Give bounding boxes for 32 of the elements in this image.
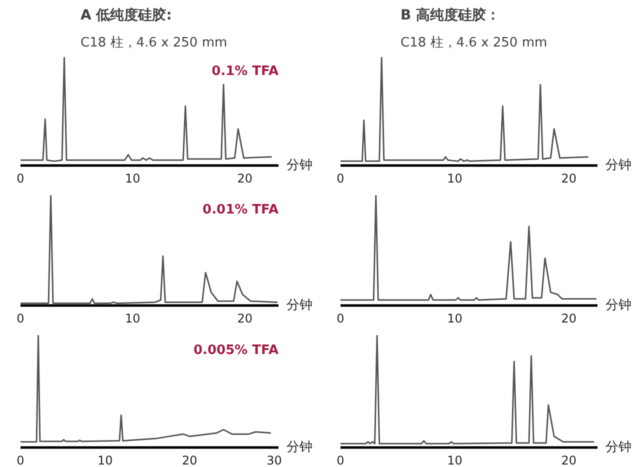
x-tick-label: 0	[16, 454, 24, 467]
x-tick-label: 20	[237, 172, 252, 186]
x-axis-title: 分钟	[606, 440, 632, 455]
x-axis-title: 分钟	[286, 158, 312, 173]
chart-subtitle: C18 柱，4.6 x 250 mm	[400, 36, 548, 50]
x-tick-label: 10	[97, 454, 113, 467]
x-axis-title: 分钟	[606, 298, 632, 313]
x-tick-label: 0	[16, 312, 24, 326]
x-tick-label: 20	[237, 312, 252, 326]
x-tick-label: 20	[561, 454, 577, 467]
x-axis-title: 分钟	[286, 298, 312, 313]
x-tick-label: 0	[336, 172, 344, 186]
x-tick-label: 0	[16, 172, 24, 186]
chart-title: A 低纯度硅胶:	[80, 6, 172, 24]
x-tick-label: 10	[125, 312, 140, 326]
x-tick-label: 0	[336, 454, 344, 467]
chart-title: B 高纯度硅胶：	[400, 6, 500, 24]
annotation: 0.01% TFA	[202, 202, 279, 218]
annotation: 0.1% TFA	[212, 64, 279, 80]
x-tick-label: 10	[447, 454, 462, 467]
x-tick-label: 10	[447, 312, 462, 326]
x-tick-label: 10	[125, 172, 140, 186]
x-tick-label: 20	[182, 454, 198, 467]
x-axis-title: 分钟	[606, 158, 632, 173]
annotation: 0.005% TFA	[194, 343, 279, 358]
x-tick-label: 20	[561, 172, 577, 186]
x-tick-label: 30	[266, 454, 282, 467]
chart-subtitle: C18 柱，4.6 x 250 mm	[80, 36, 228, 50]
x-axis-title: 分钟	[286, 440, 312, 455]
x-tick-label: 10	[447, 172, 462, 186]
x-tick-label: 0	[336, 312, 344, 326]
x-tick-label: 20	[561, 312, 577, 326]
